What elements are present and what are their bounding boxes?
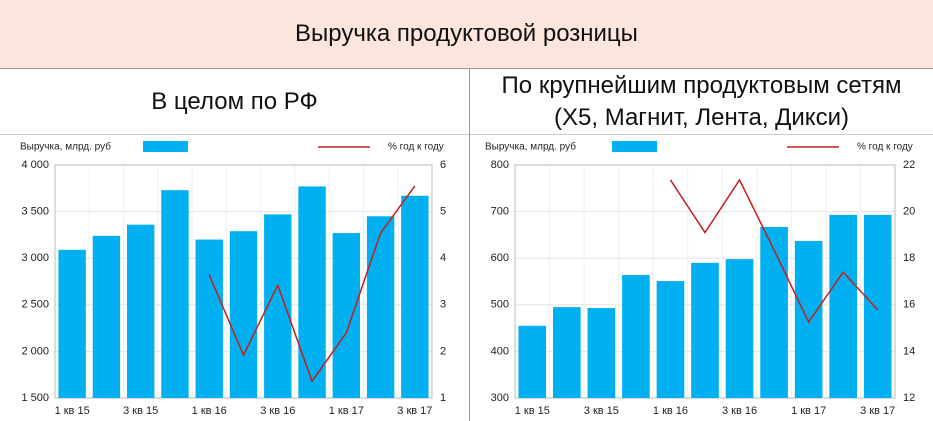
bar bbox=[863, 214, 892, 398]
panel-heading: В целом по РФ bbox=[0, 69, 469, 135]
chart: 300 400 500 600 700 800 12 14 16 18 20 22 1 кв 15 3 к… bbox=[485, 141, 915, 417]
bar bbox=[622, 274, 650, 398]
chart: 1 500 2 000 2 500 3 000 3 500 4 000 1 2 3 4 5 6 1 кв… bbox=[20, 141, 446, 417]
y2-tick-label: 1 bbox=[440, 392, 446, 404]
legend-label: % год к году bbox=[857, 142, 913, 153]
y-tick-label: 600 bbox=[491, 252, 509, 264]
y-tick-label: 700 bbox=[491, 206, 509, 218]
x-tick-label: 3 кв 16 bbox=[722, 405, 757, 417]
y-tick-label: 2 000 bbox=[21, 345, 49, 357]
x-tick-label: 3 кв 16 bbox=[260, 405, 295, 417]
y2-tick-label: 3 bbox=[440, 299, 446, 311]
y-tick-label: 300 bbox=[491, 392, 509, 404]
legend-label: % год к году bbox=[388, 142, 444, 153]
header-title: Выручка продуктовой розницы bbox=[0, 0, 933, 69]
bar bbox=[332, 233, 361, 398]
bar bbox=[553, 307, 581, 398]
x-tick-label: 3 кв 15 bbox=[123, 405, 158, 417]
bar bbox=[518, 325, 547, 398]
x-tick-label: 1 кв 15 bbox=[515, 405, 550, 417]
y-tick-label: 2 500 bbox=[21, 299, 49, 311]
legend-label: Выручка, млрд. руб bbox=[485, 141, 576, 153]
bar bbox=[656, 281, 685, 398]
bar bbox=[92, 235, 121, 398]
y2-tick-label: 14 bbox=[903, 345, 915, 357]
bar bbox=[161, 190, 189, 398]
x-tick-label: 1 кв 16 bbox=[653, 405, 688, 417]
y2-tick-label: 18 bbox=[903, 252, 915, 264]
y-tick-label: 400 bbox=[491, 345, 509, 357]
line bbox=[669, 178, 879, 324]
bar bbox=[587, 308, 616, 398]
bar bbox=[725, 259, 754, 398]
x-tick-label: 1 кв 16 bbox=[192, 405, 227, 417]
legend-label: Выручка, млрд. руб bbox=[20, 141, 111, 153]
y-tick-label: 500 bbox=[491, 299, 509, 311]
bar bbox=[691, 262, 719, 398]
x-tick-label: 3 кв 17 bbox=[860, 405, 895, 417]
bar bbox=[760, 226, 788, 398]
x-tick-label: 3 кв 17 bbox=[397, 405, 432, 417]
x-tick-label: 1 кв 15 bbox=[55, 405, 90, 417]
y-tick-label: 1 500 bbox=[21, 392, 49, 404]
x-tick-label: 1 кв 17 bbox=[791, 405, 826, 417]
y-tick-label: 3 500 bbox=[21, 206, 49, 218]
bar bbox=[126, 224, 155, 398]
bar bbox=[366, 216, 395, 398]
line bbox=[208, 185, 416, 383]
bar bbox=[195, 239, 223, 398]
bar bbox=[229, 231, 258, 398]
y2-tick-label: 6 bbox=[440, 159, 446, 171]
bar bbox=[794, 240, 823, 398]
y2-tick-label: 20 bbox=[903, 206, 915, 218]
panel-heading: По крупнейшим продуктовым сетям (X5, Маг… bbox=[470, 69, 933, 135]
bar bbox=[401, 195, 429, 398]
x-tick-label: 1 кв 17 bbox=[329, 405, 364, 417]
x-tick-label: 3 кв 15 bbox=[584, 405, 619, 417]
divider bbox=[469, 69, 470, 421]
legend-key bbox=[143, 141, 188, 152]
y-tick-label: 4 000 bbox=[21, 159, 49, 171]
legend-key bbox=[612, 141, 657, 152]
y2-tick-label: 2 bbox=[440, 345, 446, 357]
y-tick-label: 3 000 bbox=[21, 252, 49, 264]
bar bbox=[58, 249, 86, 398]
y2-tick-label: 4 bbox=[440, 252, 446, 264]
bar bbox=[829, 214, 857, 398]
bar bbox=[298, 186, 326, 398]
y2-tick-label: 12 bbox=[903, 392, 915, 404]
y-tick-label: 800 bbox=[491, 159, 509, 171]
y2-tick-label: 5 bbox=[440, 206, 446, 218]
y2-tick-label: 16 bbox=[903, 299, 915, 311]
y2-tick-label: 22 bbox=[903, 159, 915, 171]
bar bbox=[264, 214, 292, 398]
